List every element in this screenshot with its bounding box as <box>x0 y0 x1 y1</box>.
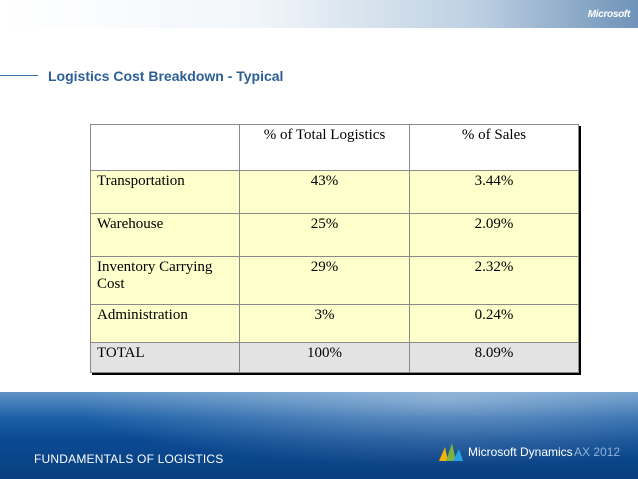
row-sales: 0.24% <box>409 304 579 343</box>
footer-glow <box>0 392 638 479</box>
total-sales: 8.09% <box>409 342 579 373</box>
header-cell-sales: % of Sales <box>409 124 579 171</box>
dynamics-logo-icon <box>439 443 463 461</box>
microsoft-logo: Microsoft <box>587 9 631 20</box>
table-total-row: TOTAL 100% 8.09% <box>90 342 579 373</box>
dynamics-product-version: AX 2012 <box>574 445 621 459</box>
slide-title: Logistics Cost Breakdown - Typical <box>48 68 284 84</box>
table-row: Transportation 43% 3.44% <box>90 170 579 214</box>
row-label: Administration <box>90 304 240 343</box>
title-accent-line <box>0 75 38 76</box>
row-total: 25% <box>239 213 410 257</box>
cost-breakdown-table: % of Total Logistics % of Sales Transpor… <box>90 124 579 373</box>
table-row: Inventory Carrying Cost 29% 2.32% <box>90 256 579 305</box>
row-sales: 2.32% <box>409 256 579 305</box>
row-total: 29% <box>239 256 410 305</box>
table-row: Warehouse 25% 2.09% <box>90 213 579 257</box>
cost-table-container: % of Total Logistics % of Sales Transpor… <box>90 124 579 373</box>
table-header-row: % of Total Logistics % of Sales <box>90 124 579 171</box>
total-percent: 100% <box>239 342 410 373</box>
row-label: Inventory Carrying Cost <box>90 256 240 305</box>
footer-band <box>0 392 638 479</box>
row-sales: 2.09% <box>409 213 579 257</box>
row-sales: 3.44% <box>409 170 579 214</box>
course-title: FUNDAMENTALS OF LOGISTICS <box>34 452 224 466</box>
row-total: 43% <box>239 170 410 214</box>
row-label: Warehouse <box>90 213 240 257</box>
table-row: Administration 3% 0.24% <box>90 304 579 343</box>
header-cell-empty <box>90 124 240 171</box>
total-label: TOTAL <box>90 342 240 373</box>
row-label: Transportation <box>90 170 240 214</box>
header-cell-total: % of Total Logistics <box>239 124 410 171</box>
top-bar: Microsoft <box>0 0 638 28</box>
dynamics-product-name: Microsoft Dynamics <box>468 445 573 459</box>
row-total: 3% <box>239 304 410 343</box>
